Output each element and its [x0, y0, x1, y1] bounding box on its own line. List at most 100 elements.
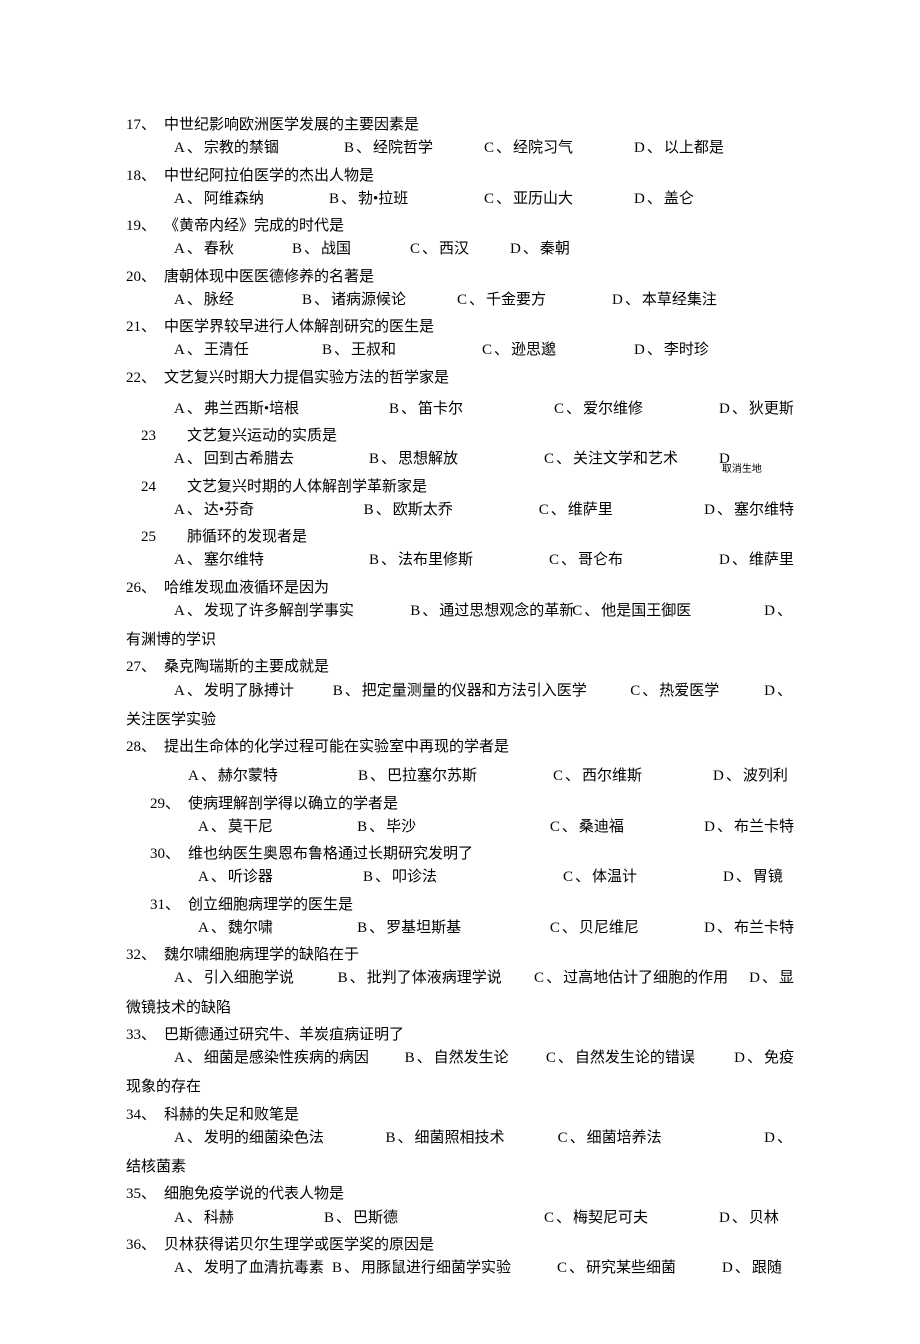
option: D、以上都是 [634, 137, 724, 160]
option-text: 胃镜 [753, 866, 783, 889]
option: C、贝尼维尼 [550, 917, 704, 940]
option: A、发明了血清抗毒素 [174, 1257, 332, 1280]
option-separator: 、 [369, 816, 384, 839]
option-text: 秦朝 [540, 238, 570, 261]
question-stem: 文艺复兴时期的人体解剖学革新家是 [187, 476, 427, 499]
option-letter: A [198, 816, 209, 839]
option-text: 梅契尼可夫 [573, 1207, 648, 1230]
option: C、研究某些细菌 [557, 1257, 722, 1280]
option-text: 发明了脉搏计 [204, 680, 294, 703]
option-separator: 、 [187, 600, 202, 623]
option-text: 春秋 [204, 238, 234, 261]
option-text: 批判了体液病理学说 [367, 967, 502, 990]
question-options: A、发明了血清抗毒素B、用豚鼠进行细菌学实验C、研究某些细菌D、跟随 [174, 1257, 794, 1280]
option: A、春秋 [174, 238, 292, 261]
option-text: 体温计 [592, 866, 637, 889]
option-separator: 、 [494, 339, 509, 362]
option-separator: 、 [747, 1047, 762, 1070]
option-separator: 、 [187, 137, 202, 160]
option: A、回到古希腊去 [174, 448, 369, 471]
option-text: 达•芬奇 [204, 499, 254, 522]
option-letter: A [174, 600, 185, 623]
question-options: A、细菌是感染性疾病的病因B、自然发生论C、自然发生论的错误D、免疫 [174, 1047, 794, 1070]
question-stem: 中世纪影响欧洲医学发展的主要因素是 [164, 114, 419, 137]
option-letter: D [719, 398, 730, 421]
option-letter: C [539, 499, 549, 522]
question-block: 35、细胞免疫学说的代表人物是A、科赫B、巴斯德C、梅契尼可夫D、贝林 [126, 1183, 794, 1230]
question-number: 19、 [126, 215, 164, 238]
option-letter: D [713, 765, 724, 788]
option: B、勃•拉班 [329, 188, 484, 211]
question-number: 24 [141, 476, 179, 499]
option-text: 桑迪福 [579, 816, 624, 839]
option-separator: 、 [777, 680, 792, 703]
option: D、秦朝 [510, 238, 570, 261]
option-separator: 、 [726, 765, 741, 788]
option-text: 阿维森纳 [204, 188, 264, 211]
option-letter: B [329, 188, 339, 211]
option-text: 西汉 [439, 238, 469, 261]
option: A、莫干尼 [198, 816, 357, 839]
option-letter: C [544, 1207, 554, 1230]
option-letter: B [302, 289, 312, 312]
option-letter: C [554, 398, 564, 421]
option-letter: D [634, 137, 645, 160]
option-separator: 、 [334, 339, 349, 362]
option-separator: 、 [370, 765, 385, 788]
option: C、亚历山大 [484, 188, 634, 211]
option-separator: 、 [562, 917, 577, 940]
option: A 、听诊器 [198, 866, 363, 889]
option-text: 关注文学和艺术 [573, 448, 678, 471]
option-separator: 、 [584, 600, 599, 623]
question-block: 36、贝林获得诺贝尔生理学或医学奖的原因是A、发明了血清抗毒素B、用豚鼠进行细菌… [126, 1234, 794, 1281]
option-letter: C [553, 765, 563, 788]
question-stem-line: 25肺循环的发现者是 [141, 526, 794, 549]
option-letter: A [174, 967, 185, 990]
option-separator: 、 [187, 549, 202, 572]
option-text: 发明了血清抗毒素 [204, 1257, 324, 1280]
option-separator: 、 [732, 1207, 747, 1230]
question-number: 32、 [126, 944, 164, 967]
option: A、宗教的禁锢 [174, 137, 344, 160]
option: A、发明了脉搏计 [174, 680, 333, 703]
question-stem-line: 28、提出生命体的化学过程可能在实验室中再现的学者是 [126, 736, 794, 759]
option-letter: D [749, 967, 760, 990]
question-stem-line: 30、维也纳医生奥恩布鲁格通过长期研究发明了 [150, 843, 794, 866]
question-stem-line: 34、科赫的失足和败笔是 [126, 1104, 794, 1127]
question-number: 23 [141, 425, 179, 448]
option-separator: 、 [625, 289, 640, 312]
question-stem: 使病理解剖学得以确立的学者是 [188, 793, 398, 816]
question-number: 36、 [126, 1234, 164, 1257]
option-letter: B [410, 600, 420, 623]
option-text: 爱尔维修 [583, 398, 643, 421]
question-block: 33、巴斯德通过研究牛、羊炭疽病证明了A、细菌是感染性疾病的病因B、自然发生论C… [126, 1024, 794, 1100]
option-letter: C [549, 549, 559, 572]
option-separator: 、 [558, 1047, 573, 1070]
option-text: 勃•拉班 [358, 188, 408, 211]
question-stem-line: 19、《黄帝内经》完成的时代是 [126, 215, 794, 238]
question-stem-line: 18、中世纪阿拉伯医学的杰出人物是 [126, 165, 794, 188]
option-letter: A [188, 765, 199, 788]
option-letter: A [174, 680, 185, 703]
option: C、自然发生论的错误 [546, 1047, 734, 1070]
question-stem-line: 31、创立细胞病理学的医生是 [150, 894, 794, 917]
question-stem-line: 33、巴斯德通过研究牛、羊炭疽病证明了 [126, 1024, 794, 1047]
option-separator: 、 [732, 549, 747, 572]
question-stem: 肺循环的发现者是 [187, 526, 307, 549]
question-options: A、莫干尼B 、毕沙C、桑迪福D、布兰卡特 [198, 816, 794, 839]
option-letter: C [563, 866, 573, 889]
question-block: 28、提出生命体的化学过程可能在实验室中再现的学者是A 、赫尔蒙特B 、巴拉塞尔… [126, 736, 794, 789]
option-text: 思想解放 [398, 448, 458, 471]
option-text: 塞尔维特 [734, 499, 794, 522]
option-separator: 、 [304, 238, 319, 261]
option-letter: C [557, 1257, 567, 1280]
document-page: 17、中世纪影响欧洲医学发展的主要因素是A、宗教的禁锢B、经院哲学C、经院习气D… [0, 0, 920, 1344]
option-separator: 、 [717, 816, 732, 839]
question-number: 30、 [150, 843, 188, 866]
option: C、他是国王御医 [572, 600, 764, 623]
question-stem: 中世纪阿拉伯医学的杰出人物是 [164, 165, 374, 188]
question-block: 34、科赫的失足和败笔是A、发明的细菌染色法B、细菌照相技术C、细菌培养法D、结… [126, 1104, 794, 1180]
option-letter: A [174, 238, 185, 261]
option-letter: A [174, 1207, 185, 1230]
option-letter: A [174, 398, 185, 421]
